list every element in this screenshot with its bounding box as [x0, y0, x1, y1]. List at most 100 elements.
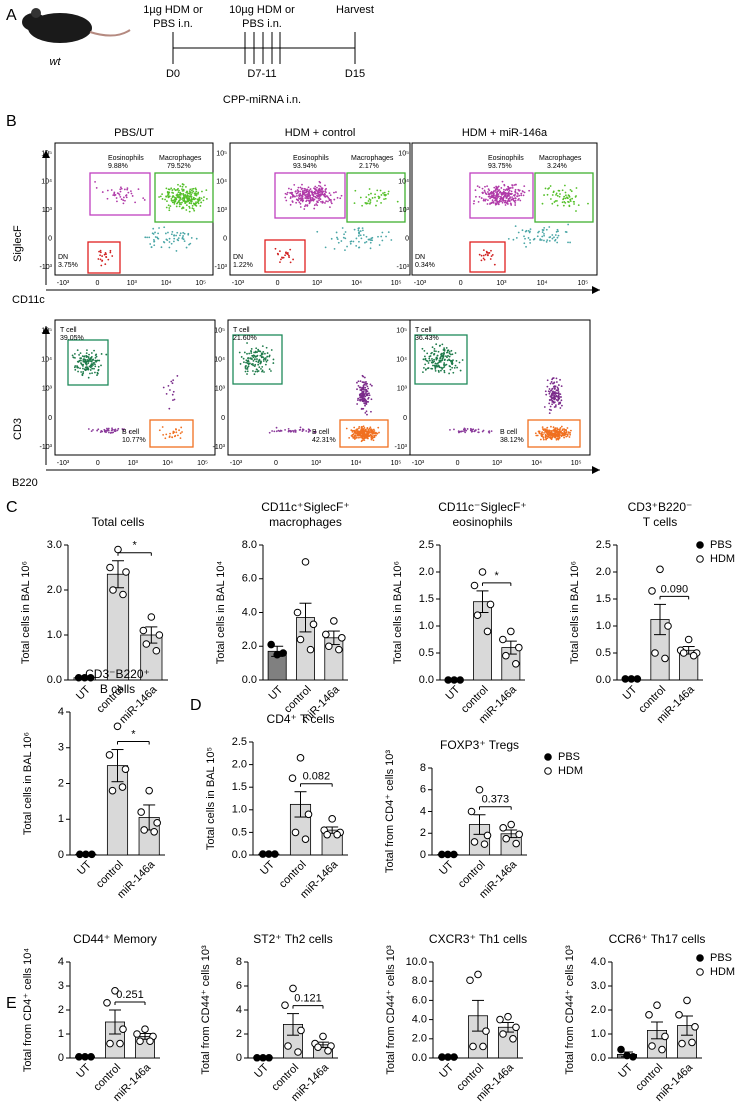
gate: [87, 241, 121, 274]
cell-dot: [446, 351, 449, 354]
cell-dot: [359, 234, 362, 237]
cell-dot: [443, 351, 445, 354]
cell-dot: [559, 378, 561, 381]
cell-dot: [376, 432, 378, 435]
cell-dot: [548, 402, 551, 405]
cell-dot: [111, 255, 114, 257]
cell-dot: [165, 392, 168, 395]
cell-dot: [362, 229, 364, 232]
data-point: [478, 568, 487, 576]
cell-dot: [98, 359, 101, 362]
cell-dot: [89, 366, 92, 369]
flow-tick: 10⁵: [216, 150, 227, 157]
cell-dot: [482, 249, 485, 252]
cell-dot: [481, 430, 484, 433]
cell-dot: [560, 396, 562, 398]
cell-dot: [485, 198, 487, 201]
cell-dot: [360, 389, 363, 391]
cell-dot: [91, 359, 93, 361]
cell-dot: [306, 205, 309, 207]
cell-dot: [101, 255, 104, 257]
cell-dot: [194, 197, 197, 200]
cell-dot: [82, 367, 84, 370]
significance-label: *: [131, 728, 136, 740]
cell-dot: [315, 203, 318, 205]
cell-dot: [277, 253, 280, 256]
flow-tick: -10³: [232, 280, 245, 287]
cell-dot: [301, 183, 303, 186]
cell-dot: [280, 258, 282, 261]
chart-title: CD11c⁻SiglecF⁺: [438, 500, 526, 514]
cell-dot: [548, 434, 550, 437]
cell-dot: [297, 197, 300, 199]
cell-dot: [505, 192, 508, 195]
cell-dot: [428, 355, 431, 358]
cell-dot: [253, 373, 256, 376]
data-point: [664, 622, 672, 630]
cell-dot: [477, 200, 480, 203]
cell-dot: [357, 229, 360, 232]
cell-dot: [567, 241, 569, 244]
cell-dot: [116, 200, 118, 203]
cell-dot: [104, 252, 107, 254]
cell-dot: [360, 394, 363, 397]
cell-dot: [426, 352, 429, 355]
cell-dot: [82, 371, 85, 373]
cell-dot: [199, 205, 202, 207]
cell-dot: [274, 247, 277, 250]
cell-dot: [343, 233, 345, 236]
cell-dot: [510, 204, 513, 206]
cell-dot: [567, 201, 570, 204]
flow-tick: 10³: [127, 280, 138, 287]
cell-dot: [543, 226, 546, 229]
flow-tick: 10³: [492, 460, 503, 467]
cell-dot: [363, 383, 366, 386]
data-point: [139, 626, 148, 635]
cell-dot: [238, 351, 241, 354]
data-point: [467, 807, 476, 816]
flow-tick: -10³: [213, 444, 226, 451]
cell-dot: [97, 369, 100, 372]
data-point: [651, 649, 659, 657]
data-point: [136, 1037, 144, 1045]
y-tick-label: 0.0: [232, 849, 247, 861]
flow-tick: 0: [95, 280, 99, 287]
cell-dot: [78, 354, 80, 356]
cell-dot: [183, 232, 186, 235]
cell-dot: [564, 197, 567, 200]
cell-dot: [549, 185, 552, 187]
data-point: [629, 1053, 637, 1061]
data-point: [103, 999, 111, 1007]
y-tick-label: 1: [58, 813, 64, 825]
y-tick-label: 8.0: [412, 975, 427, 987]
cell-dot: [387, 190, 390, 193]
cell-dot: [181, 431, 183, 433]
cell-dot: [366, 202, 369, 205]
cell-dot: [317, 191, 320, 194]
cell-dot: [341, 227, 344, 229]
chart-title: macrophages: [269, 515, 342, 529]
data-point: [116, 1039, 124, 1048]
cell-dot: [545, 228, 548, 231]
error-bar: [294, 791, 307, 818]
flow-tick: 10³: [128, 460, 139, 467]
cell-dot: [440, 366, 443, 369]
cell-dot: [451, 366, 454, 369]
cell-dot: [122, 202, 125, 205]
data-point: [515, 643, 523, 652]
flow-tick: 10⁴: [351, 460, 362, 467]
flow-tick: 10⁴: [531, 460, 542, 467]
cell-dot: [89, 369, 92, 371]
cell-dot: [545, 437, 547, 439]
cell-dot: [573, 200, 576, 203]
cell-dot: [566, 435, 569, 437]
flow-tick: 10⁴: [216, 179, 227, 186]
cell-dot: [427, 367, 430, 369]
x-tick-label: UT: [75, 858, 94, 877]
cell-dot: [154, 236, 157, 238]
cell-dot: [557, 384, 560, 386]
cell-dot: [545, 240, 548, 243]
cell-dot: [442, 366, 444, 369]
cell-dot: [89, 358, 92, 361]
y-tick-label: 0: [420, 849, 426, 861]
